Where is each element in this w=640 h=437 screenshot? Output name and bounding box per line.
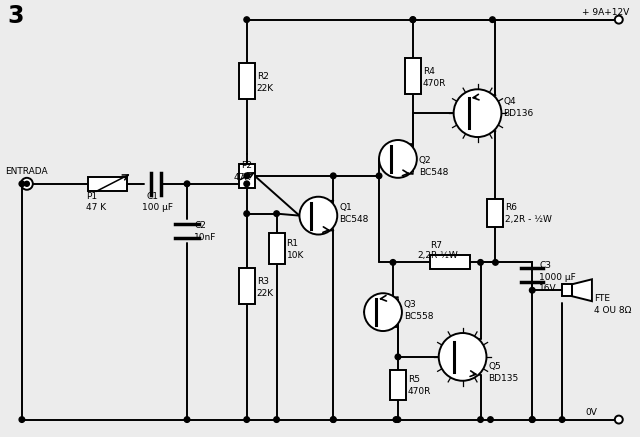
Circle shape: [477, 417, 483, 422]
Text: C1: C1: [147, 192, 158, 201]
Text: 1000 μF: 1000 μF: [540, 273, 576, 282]
Text: 47K: 47K: [234, 173, 251, 182]
Circle shape: [376, 173, 382, 179]
Text: Q3: Q3: [404, 300, 417, 309]
Circle shape: [244, 417, 250, 422]
Text: BC548: BC548: [419, 168, 448, 177]
Circle shape: [395, 354, 401, 360]
Circle shape: [379, 140, 417, 178]
Text: BD136: BD136: [504, 109, 534, 118]
Text: BD135: BD135: [488, 374, 518, 383]
Circle shape: [559, 417, 565, 422]
Text: 0V: 0V: [585, 408, 597, 417]
Polygon shape: [572, 279, 592, 301]
Polygon shape: [88, 177, 127, 191]
Text: P2: P2: [241, 161, 252, 170]
Circle shape: [300, 197, 337, 235]
Polygon shape: [239, 63, 255, 99]
Text: 22K: 22K: [257, 84, 274, 93]
Circle shape: [390, 260, 396, 265]
Circle shape: [615, 416, 623, 423]
Text: 10nF: 10nF: [194, 233, 216, 242]
Text: 4 OU 8Ω: 4 OU 8Ω: [594, 305, 631, 315]
Circle shape: [244, 211, 250, 216]
Text: 470R: 470R: [408, 387, 431, 396]
Circle shape: [529, 417, 535, 422]
Circle shape: [439, 333, 486, 381]
Text: 2,2R - ½W: 2,2R - ½W: [506, 215, 552, 224]
Text: 2,2R-½W: 2,2R-½W: [418, 251, 459, 260]
Circle shape: [274, 417, 279, 422]
Circle shape: [21, 178, 33, 190]
Circle shape: [529, 417, 535, 422]
Text: + 9A+12V: + 9A+12V: [582, 8, 629, 17]
Circle shape: [19, 417, 25, 422]
Circle shape: [184, 181, 190, 187]
Text: BC548: BC548: [339, 215, 369, 224]
Circle shape: [410, 17, 415, 22]
Circle shape: [24, 181, 29, 186]
Text: R2: R2: [257, 72, 269, 81]
Text: R1: R1: [287, 239, 298, 248]
Circle shape: [393, 417, 399, 422]
Circle shape: [488, 417, 493, 422]
Circle shape: [477, 260, 483, 265]
Text: Q4: Q4: [504, 97, 516, 106]
Circle shape: [395, 417, 401, 422]
Text: 3: 3: [7, 3, 24, 28]
Text: 100 μF: 100 μF: [142, 203, 173, 212]
Polygon shape: [269, 232, 285, 264]
Circle shape: [454, 89, 501, 137]
Circle shape: [19, 181, 25, 187]
Text: 470R: 470R: [423, 79, 446, 88]
Polygon shape: [430, 255, 470, 269]
Text: Q2: Q2: [419, 156, 431, 166]
Polygon shape: [239, 164, 255, 188]
Text: 10K: 10K: [287, 251, 304, 260]
Circle shape: [274, 211, 279, 216]
Text: R7: R7: [430, 241, 442, 250]
Circle shape: [184, 417, 190, 422]
Text: Q5: Q5: [488, 362, 501, 371]
Text: C2: C2: [195, 221, 207, 230]
Circle shape: [244, 173, 250, 179]
Circle shape: [490, 17, 495, 22]
Text: FTE: FTE: [594, 294, 610, 303]
Polygon shape: [488, 199, 504, 226]
Circle shape: [330, 417, 336, 422]
Circle shape: [615, 16, 623, 24]
Text: C3: C3: [540, 261, 551, 270]
Polygon shape: [405, 59, 421, 94]
Text: R5: R5: [408, 375, 420, 384]
Polygon shape: [562, 284, 572, 296]
Text: 47 K: 47 K: [86, 203, 106, 212]
Text: R4: R4: [423, 67, 435, 76]
Circle shape: [529, 288, 535, 293]
Circle shape: [493, 260, 498, 265]
Polygon shape: [239, 268, 255, 304]
Text: R6: R6: [506, 203, 517, 212]
Circle shape: [410, 17, 415, 22]
Circle shape: [364, 293, 402, 331]
Circle shape: [330, 417, 336, 422]
Polygon shape: [390, 370, 406, 400]
Text: P1: P1: [86, 192, 98, 201]
Circle shape: [244, 17, 250, 22]
Text: Q1: Q1: [339, 203, 352, 212]
Text: ENTRADA: ENTRADA: [5, 167, 47, 177]
Circle shape: [330, 173, 336, 179]
Circle shape: [244, 181, 250, 187]
Text: 16V: 16V: [540, 284, 557, 293]
Text: BC558: BC558: [404, 312, 433, 321]
Text: 22K: 22K: [257, 289, 274, 298]
Text: R3: R3: [257, 277, 269, 286]
